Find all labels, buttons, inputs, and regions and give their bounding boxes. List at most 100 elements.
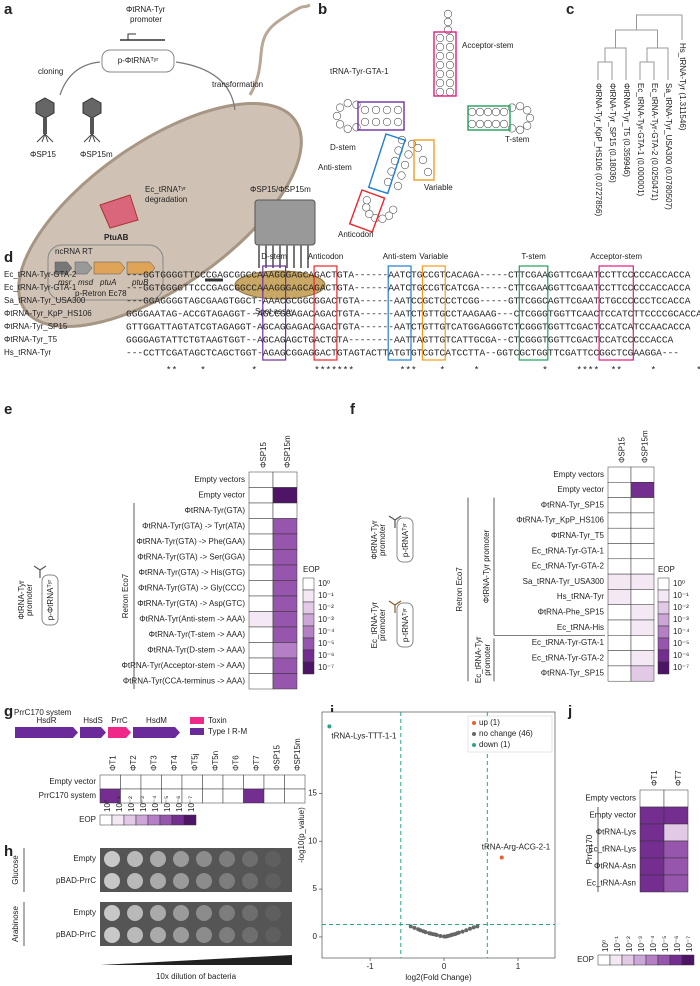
legend-label: 10⁰	[601, 940, 610, 952]
legend-swatch	[657, 637, 670, 651]
nucleotide	[360, 117, 370, 127]
colony-spot	[173, 905, 189, 921]
nucleotide	[435, 87, 445, 97]
nucleotide	[400, 160, 410, 170]
legend-title: EOP	[577, 955, 594, 964]
region-label: Anti-stem	[318, 163, 352, 172]
sequence: ---GGTGGGGTTCCCGAGCGGCCAAAGGGAGCAGACTGTA…	[126, 270, 691, 281]
sequence: GGGGAATAG-ACCGTAGAGGT--AGCCGGAGACAGACTGT…	[126, 309, 700, 320]
heatmap-cell	[272, 471, 298, 488]
row-label: Empty vectors	[585, 794, 636, 803]
row-label: ΦtRNA-Tyr(T-stem -> AAA)	[149, 630, 246, 639]
nucleotide	[515, 125, 525, 134]
nucleotide	[445, 51, 455, 61]
legend-label: 10⁻⁴	[673, 627, 690, 636]
region-box	[313, 265, 338, 361]
plasmid-box	[101, 49, 175, 73]
column-label: ΦSP15	[272, 744, 281, 771]
phage-leg	[91, 133, 96, 143]
gene-label: msr	[58, 278, 72, 287]
nucleotide	[435, 51, 445, 61]
leaf-label: ΦtRNA-Tyr_KpP_HS106 (0.0727856)	[594, 83, 603, 216]
y-tick-label: 0	[313, 932, 318, 941]
legend-label: 10⁻³	[673, 615, 689, 624]
nucleotide	[435, 69, 445, 79]
panel-letter: a	[4, 1, 13, 18]
gene-label: HsdM	[146, 716, 167, 725]
dendrogram-branch	[615, 29, 658, 48]
legend-label: 10⁻³	[637, 936, 646, 952]
colony-spot	[219, 927, 235, 943]
icon-label: ΦtRNA-Tyr	[17, 580, 26, 620]
plasmid-outline	[47, 244, 164, 301]
panel-letter: b	[318, 1, 327, 18]
row-label: Ec_tRNA-Tyr-GTA-1	[532, 638, 605, 647]
row-label: Sa_tRNA-Tyr_USA300	[523, 577, 605, 586]
legend-label: 10⁻¹	[115, 796, 124, 812]
column-label: ΦT2	[129, 755, 138, 771]
key-label: Type I R-M	[208, 727, 247, 736]
legend-swatch	[621, 954, 635, 966]
promoter-arrow	[127, 33, 136, 40]
sequence: ---CCTTCGATAGCTCAGCTGGT-AGAGCGGAGGACTGTA…	[126, 348, 679, 359]
caption: transformation	[212, 80, 263, 89]
legend-marker	[472, 721, 476, 725]
legend-swatch	[657, 954, 671, 966]
flagellum	[248, 3, 311, 96]
colony-spot	[150, 873, 166, 889]
heatmap-cell	[272, 580, 298, 597]
legend-label: 10⁻⁷	[318, 663, 334, 672]
legend-label: 10⁰	[318, 579, 330, 588]
colony-spot	[265, 927, 281, 943]
legend-title: EOP	[79, 815, 96, 824]
leaf-label: Sa_tRNA-Tyr_USA300 (0.0780507)	[664, 83, 673, 210]
nucleotide	[360, 105, 370, 115]
heatmap-cell	[639, 874, 665, 893]
legend-swatch	[302, 637, 315, 651]
heatmap-cell	[248, 533, 274, 550]
system-title: PrrC170 system	[14, 708, 72, 717]
heatmap-cell	[272, 626, 298, 643]
row-label: ΦtRNA-Tyr_SP15	[541, 500, 605, 509]
point	[464, 928, 469, 933]
nucleotide	[335, 120, 345, 129]
heatmap-cell	[248, 657, 274, 674]
heatmap-cell	[272, 595, 298, 612]
gene-arrow	[80, 727, 106, 738]
legend-swatch	[609, 954, 623, 966]
icon-label: promoter	[378, 524, 387, 556]
heatmap-cell	[630, 512, 655, 529]
leaf-label: Ec_tRNA-Tyr-GTA-1 (0.000001)	[636, 83, 645, 197]
nucleotide	[362, 203, 371, 212]
nucleotide	[332, 111, 342, 121]
legend-label: 10⁻⁵	[163, 796, 172, 812]
strain-label: Empty	[73, 908, 96, 917]
nucleotide	[393, 105, 403, 115]
colony-spot	[150, 851, 166, 867]
heatmap-cell	[272, 533, 298, 550]
sequence-name: ΦtRNA-Tyr_T5	[4, 335, 58, 344]
sequence-name: Ec_tRNA-Tyr-GTA-1	[4, 283, 77, 292]
region-label: Variable	[419, 252, 448, 261]
gene-arrow	[126, 261, 156, 275]
heatmap-cell	[248, 626, 274, 643]
legend-label: 10⁻²	[127, 796, 136, 812]
colony-spot	[265, 851, 281, 867]
colony-spot	[219, 873, 235, 889]
heatmap-cell	[607, 543, 632, 560]
legend-label: 10⁻⁶	[673, 936, 682, 952]
column-label: ΦT5j	[190, 753, 199, 771]
gene-arrow	[54, 261, 73, 275]
colony-spot	[150, 905, 166, 921]
region-box	[467, 105, 511, 131]
heatmap-cell	[272, 642, 298, 659]
nucleotide	[491, 107, 501, 117]
nucleotide	[418, 155, 428, 165]
gene-arrow	[108, 727, 131, 738]
colony-spot	[242, 905, 258, 921]
strain-label: pBAD-PrrC	[56, 930, 96, 939]
dilution-wedge	[100, 955, 292, 965]
nucleotide	[499, 119, 509, 129]
heatmap-cell	[607, 619, 632, 636]
region-label: D-stem	[261, 252, 287, 261]
